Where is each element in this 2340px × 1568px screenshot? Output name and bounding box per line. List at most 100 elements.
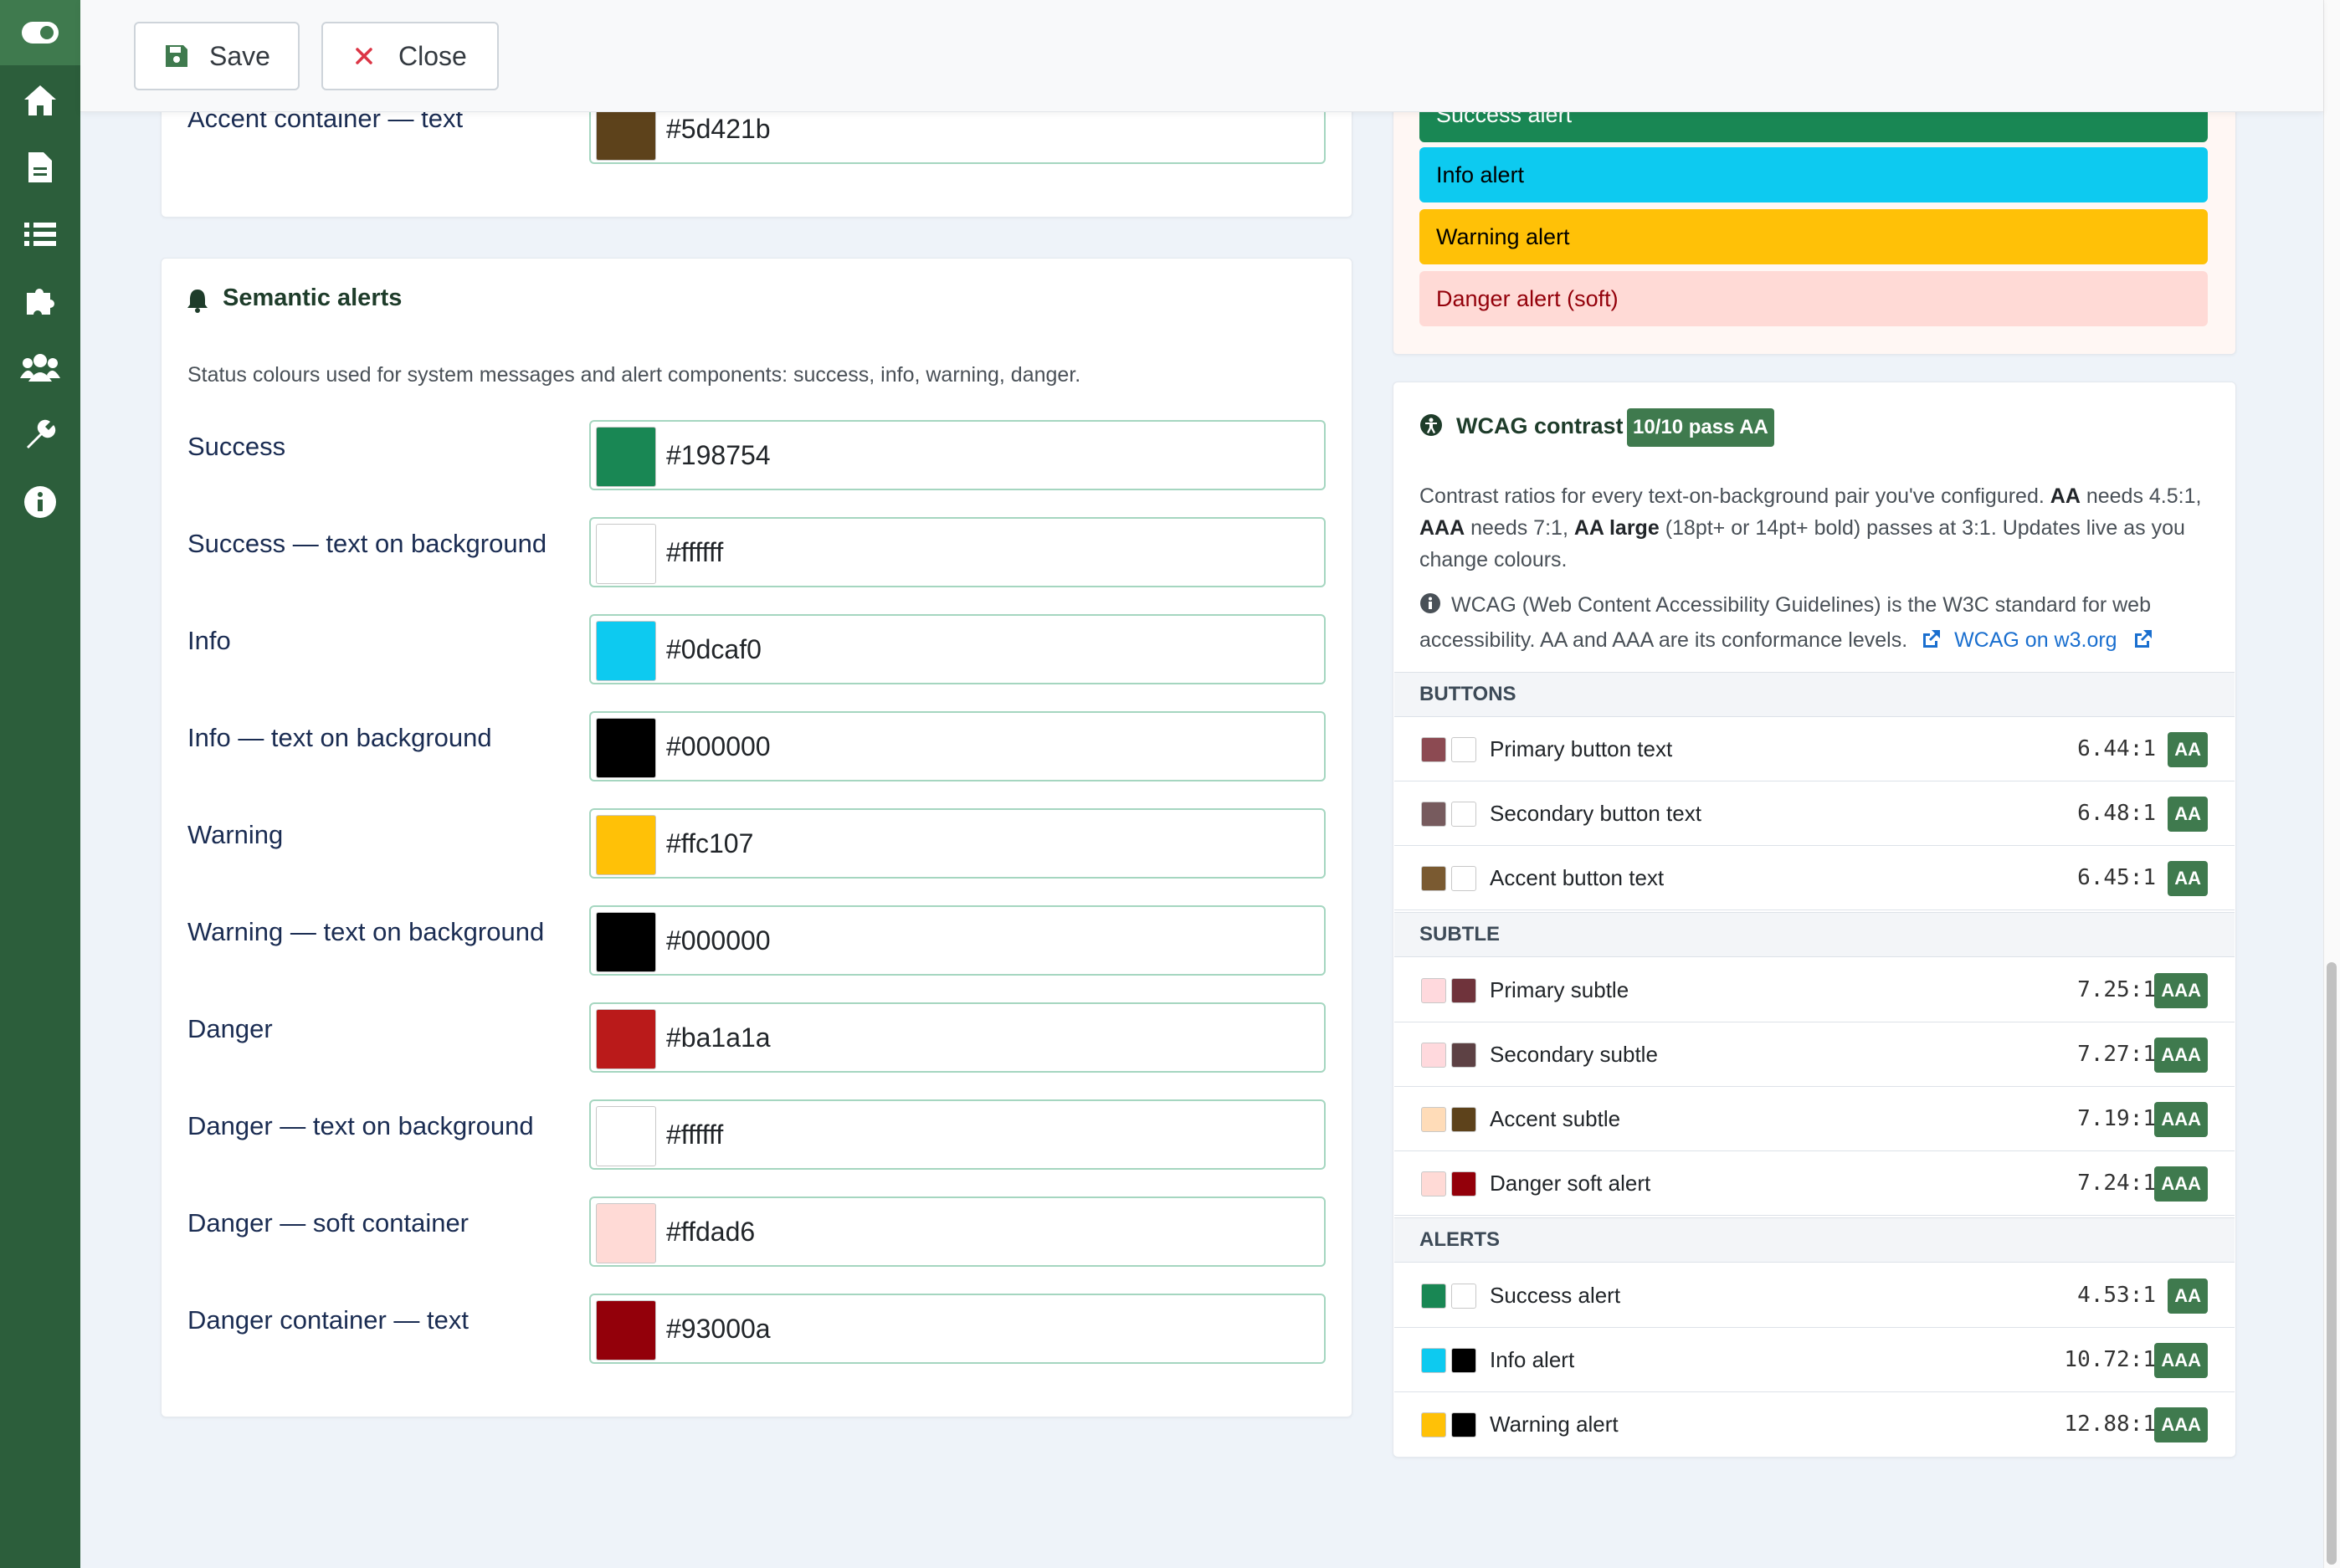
- section-title: Semantic alerts: [223, 284, 403, 311]
- color-swatch[interactable]: [596, 1106, 656, 1166]
- contrast-label: Accent button text: [1490, 865, 1665, 890]
- color-swatch[interactable]: [596, 524, 656, 584]
- field-label-info-text: Info — text on background: [187, 723, 492, 752]
- contrast-label: Danger soft alert: [1490, 1171, 1651, 1196]
- fg-swatch: [1451, 1171, 1476, 1196]
- sidebar-item-plugins[interactable]: [0, 268, 80, 335]
- level-badge: AAA: [2154, 1343, 2208, 1378]
- sidebar-item-tools[interactable]: [0, 402, 80, 469]
- fg-swatch: [1451, 737, 1476, 762]
- aa-large-term: AA large: [1573, 516, 1660, 540]
- section-header-alerts: ALERTS: [1394, 1217, 2235, 1263]
- level-badge: AAA: [2154, 1102, 2208, 1137]
- field-label-success: Success: [187, 432, 286, 461]
- color-swatch[interactable]: [596, 621, 656, 681]
- sidebar-item-info[interactable]: [0, 469, 80, 535]
- fg-swatch: [1451, 1284, 1476, 1309]
- list-icon: [24, 223, 56, 246]
- sidebar: [0, 0, 80, 1568]
- close-label: Close: [398, 40, 467, 71]
- contrast-ratio: 7.27:1: [2077, 1042, 2156, 1067]
- danger-container-text-color-field[interactable]: #93000a: [589, 1294, 1326, 1364]
- color-swatch[interactable]: [596, 815, 656, 875]
- contrast-ratio: 6.45:1: [2077, 865, 2156, 890]
- danger-color-field[interactable]: #ba1a1a: [589, 1002, 1326, 1073]
- info-text-color-field[interactable]: #000000: [589, 711, 1326, 781]
- color-swatch[interactable]: [596, 427, 656, 487]
- level-badge: AA: [2168, 861, 2208, 896]
- sidebar-item-users[interactable]: [0, 335, 80, 402]
- toolbar: Save Close: [80, 0, 2323, 112]
- info-icon: [24, 486, 56, 518]
- contrast-label: Info alert: [1490, 1347, 1575, 1372]
- hex-value: #0dcaf0: [666, 634, 762, 664]
- fg-swatch: [1451, 1412, 1476, 1437]
- fg-swatch: [1451, 1043, 1476, 1068]
- scrollbar-thumb[interactable]: [2327, 962, 2337, 1565]
- bg-swatch: [1421, 1171, 1446, 1196]
- color-swatch[interactable]: [596, 718, 656, 778]
- level-badge: AA: [2168, 732, 2208, 767]
- contrast-row: Accent subtle 7.19:1 AAA: [1394, 1087, 2235, 1151]
- sidebar-item-home[interactable]: [0, 67, 80, 134]
- color-swatch[interactable]: [596, 1203, 656, 1263]
- fg-swatch: [1451, 1348, 1476, 1373]
- hex-value: #ffdad6: [666, 1217, 756, 1247]
- success-color-field[interactable]: #198754: [589, 420, 1326, 490]
- contrast-label: Accent subtle: [1490, 1106, 1621, 1131]
- contrast-ratio: 7.25:1: [2077, 977, 2156, 1002]
- contrast-label: Primary subtle: [1490, 977, 1629, 1002]
- sidebar-toggle[interactable]: [0, 0, 80, 65]
- contrast-ratio: 4.53:1: [2077, 1283, 2156, 1308]
- hex-value: #ffffff: [666, 1120, 724, 1150]
- preview-info-alert: Info alert: [1419, 147, 2208, 202]
- save-button[interactable]: Save: [134, 22, 300, 90]
- save-icon: [166, 45, 187, 67]
- contrast-row: Primary subtle 7.25:1 AAA: [1394, 958, 2235, 1022]
- contrast-row: Success alert 4.53:1 AA: [1394, 1263, 2235, 1328]
- field-label-danger-soft: Danger — soft container: [187, 1208, 470, 1237]
- contrast-ratio: 10.72:1: [2064, 1347, 2156, 1372]
- wcag-pass-badge: 10/10 pass AA: [1627, 408, 1774, 447]
- level-badge: AA: [2168, 1278, 2208, 1314]
- contrast-ratio: 6.44:1: [2077, 736, 2156, 761]
- toggle-icon: [22, 22, 59, 44]
- level-badge: AAA: [2154, 1166, 2208, 1202]
- sidebar-item-list[interactable]: [0, 201, 80, 268]
- danger-soft-color-field[interactable]: #ffdad6: [589, 1196, 1326, 1267]
- warning-color-field[interactable]: #ffc107: [589, 808, 1326, 879]
- hex-value: #5d421b: [666, 114, 771, 144]
- bg-swatch: [1421, 866, 1446, 891]
- document-icon: [28, 152, 52, 182]
- color-swatch[interactable]: [596, 912, 656, 972]
- field-label-info: Info: [187, 626, 231, 655]
- danger-text-color-field[interactable]: #ffffff: [589, 1099, 1326, 1170]
- contrast-row: Secondary subtle 7.27:1 AAA: [1394, 1022, 2235, 1087]
- warning-text-color-field[interactable]: #000000: [589, 905, 1326, 976]
- contrast-row: Info alert 10.72:1 AAA: [1394, 1328, 2235, 1392]
- hex-value: #ba1a1a: [666, 1022, 771, 1053]
- success-text-color-field[interactable]: #ffffff: [589, 517, 1326, 587]
- fg-swatch: [1451, 978, 1476, 1003]
- bg-swatch: [1421, 802, 1446, 827]
- sidebar-item-documents[interactable]: [0, 134, 80, 201]
- wcag-desc-text: (18pt+ or 14pt+ bold) passes at 3:1. Upd…: [1419, 516, 2185, 571]
- field-label-danger-container-text: Danger container — text: [187, 1305, 470, 1335]
- section-header-buttons: BUTTONS: [1394, 672, 2235, 717]
- contrast-label: Success alert: [1490, 1283, 1621, 1308]
- bg-swatch: [1421, 978, 1446, 1003]
- contrast-ratio: 7.19:1: [2077, 1106, 2156, 1131]
- wcag-desc-text: Contrast ratios for every text-on-backgr…: [1419, 484, 2045, 508]
- info-note-text: WCAG (Web Content Accessibility Guidelin…: [1419, 593, 2151, 652]
- contrast-ratio: 12.88:1: [2064, 1412, 2156, 1437]
- section-description: Status colours used for system messages …: [187, 363, 1081, 387]
- color-swatch[interactable]: [596, 1009, 656, 1069]
- hex-value: #93000a: [666, 1314, 771, 1344]
- hex-value: #000000: [666, 925, 771, 956]
- wcag-info-note: WCAG (Web Content Accessibility Guidelin…: [1419, 587, 2214, 658]
- info-color-field[interactable]: #0dcaf0: [589, 614, 1326, 684]
- color-swatch[interactable]: [596, 1300, 656, 1360]
- bg-swatch: [1421, 737, 1446, 762]
- wcag-w3-link[interactable]: WCAG on w3.org: [1954, 628, 2117, 652]
- close-button[interactable]: Close: [321, 22, 499, 90]
